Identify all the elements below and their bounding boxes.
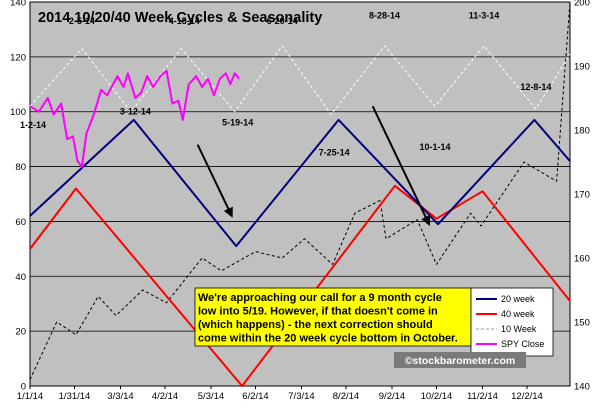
x-tick-label: 9/2/14 xyxy=(379,391,405,402)
y-left-tick-label: 40 xyxy=(15,272,26,283)
series-line-10-week xyxy=(29,45,571,115)
series-line-spy-close xyxy=(29,69,240,168)
cycle-date-label: 3-12-14 xyxy=(120,106,151,116)
y-right-tick-label: 200 xyxy=(574,0,590,9)
y-left-tick-label: 60 xyxy=(15,217,26,228)
callout-text: We're approaching our call for a 9 month… xyxy=(198,292,442,304)
series-line-40-week xyxy=(29,184,571,387)
x-tick-label: 4/2/14 xyxy=(152,391,178,402)
y-right-tick-label: 160 xyxy=(574,254,590,265)
callout-text: (which happens) - the next correction sh… xyxy=(198,319,433,331)
series-line-20-week xyxy=(29,118,571,248)
cycle-date-label: 7-25-14 xyxy=(319,148,350,158)
legend-entry: 10 Week xyxy=(501,324,537,334)
series-line-seasonality xyxy=(29,1,571,380)
y-left-tick-label: 0 xyxy=(21,382,26,393)
callout-text: come within the 20 week cycle bottom in … xyxy=(198,333,458,345)
legend-entry: 20 week xyxy=(501,294,535,304)
x-tick-label: 6/2/14 xyxy=(242,391,268,402)
cycle-date-label: 1-2-14 xyxy=(20,120,46,130)
y-left-tick-label: 120 xyxy=(10,52,26,63)
cycle-date-label: 6-20-14 xyxy=(267,16,298,26)
cycle-date-label: 12-8-14 xyxy=(520,82,551,92)
x-tick-label: 8/2/14 xyxy=(333,391,359,402)
cycle-date-label: 11-3-14 xyxy=(469,10,500,20)
cycle-date-label: 5-19-14 xyxy=(222,117,253,127)
callout-text: low into 5/19. However, if that doesn't … xyxy=(198,306,438,318)
cycle-date-label: 10-1-14 xyxy=(419,142,450,152)
y-right-tick-label: 150 xyxy=(574,318,590,329)
watermark: ©stockbarometer.com xyxy=(405,355,515,367)
cycle-date-label: 4-15-14 xyxy=(169,16,200,26)
x-tick-label: 1/31/14 xyxy=(59,391,91,402)
cycle-date-label: 8-28-14 xyxy=(369,10,400,20)
y-left-tick-label: 100 xyxy=(10,107,26,118)
y-right-tick-label: 140 xyxy=(574,382,590,393)
y-left-tick-label: 140 xyxy=(10,0,26,9)
x-tick-label: 3/3/14 xyxy=(107,391,133,402)
x-tick-label: 10/2/14 xyxy=(421,391,453,402)
y-right-tick-label: 170 xyxy=(574,190,590,201)
cycle-date-label: 2-5-14 xyxy=(69,16,95,26)
y-left-tick-label: 80 xyxy=(15,162,26,173)
x-tick-label: 11/2/14 xyxy=(467,391,498,402)
y-right-tick-label: 190 xyxy=(574,62,590,73)
legend-entry: SPY Close xyxy=(501,339,544,349)
callout-box xyxy=(194,287,472,347)
x-tick-label: 5/3/14 xyxy=(198,391,224,402)
legend-entry: 40 week xyxy=(501,309,535,319)
x-tick-label: 12/2/14 xyxy=(511,391,543,402)
trend-arrow xyxy=(371,105,431,226)
y-right-tick-label: 180 xyxy=(574,126,590,137)
watermark-bg xyxy=(394,352,526,368)
chart-title: 2014 10/20/40 Week Cycles & Seasonality xyxy=(38,10,322,26)
trend-arrow xyxy=(196,144,233,218)
x-tick-label: 7/3/14 xyxy=(288,391,314,402)
x-tick-label: 1/1/14 xyxy=(17,391,43,402)
y-left-tick-label: 20 xyxy=(15,327,26,338)
